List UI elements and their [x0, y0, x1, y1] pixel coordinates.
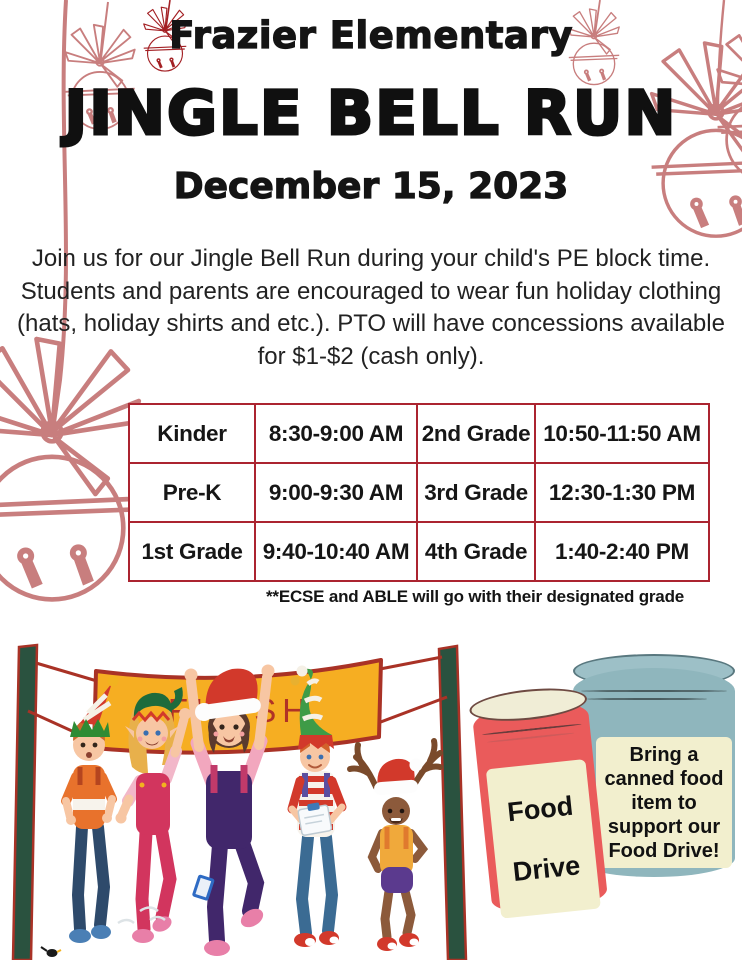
grade-cell: 3rd Grade	[416, 462, 536, 523]
book	[192, 874, 215, 901]
kid-elf-girl	[115, 687, 191, 943]
table-row: 1st Grade 9:40-10:40 AM 4th Grade 1:40-2…	[128, 521, 710, 582]
schedule-table: Kinder 8:30-9:00 AM 2nd Grade 10:50-11:5…	[128, 403, 710, 582]
kid-reindeer-boy	[347, 738, 443, 951]
time-cell: 9:00-9:30 AM	[254, 462, 418, 523]
table-row: Pre-K 9:00-9:30 AM 3rd Grade 12:30-1:30 …	[128, 462, 710, 523]
big-can-label: Bring a canned food item to support our …	[596, 737, 732, 868]
kid-clipboard-boy	[287, 665, 347, 947]
grade-cell: 4th Grade	[416, 521, 536, 582]
small-can: Food Drive	[467, 683, 609, 919]
intro-text: Join us for our Jingle Bell Run during y…	[17, 245, 725, 370]
grade-cell: Pre-K	[128, 462, 256, 523]
gate-post-right	[437, 644, 468, 960]
time-cell: 8:30-9:00 AM	[254, 403, 418, 464]
gate-post-left	[11, 643, 39, 960]
grade-cell: 1st Grade	[128, 521, 256, 582]
time-cell: 1:40-2:40 PM	[534, 521, 710, 582]
small-can-lid	[467, 683, 589, 726]
event-date: December 15, 2023	[173, 165, 569, 207]
school-name: Frazier Elementary	[169, 13, 573, 57]
food-drive-illustration: Bring a canned food item to support our …	[467, 638, 742, 960]
table-row: Kinder 8:30-9:00 AM 2nd Grade 10:50-11:5…	[128, 403, 710, 464]
time-cell: 10:50-11:50 AM	[534, 403, 710, 464]
clipboard	[297, 802, 333, 836]
bird-icon	[40, 946, 62, 957]
time-cell: 12:30-1:30 PM	[534, 462, 710, 523]
grade-cell: Kinder	[128, 403, 256, 464]
kid-santa-girl	[184, 664, 275, 956]
bell-sketch-left-large	[0, 339, 139, 599]
snow-marks	[117, 906, 166, 925]
schedule-footnote: **ECSE and ABLE will go with their desig…	[266, 587, 685, 606]
finish-line-illustration: FINISH	[11, 643, 468, 960]
small-can-label: Food Drive	[485, 759, 601, 919]
kid-elf-jester-boy	[61, 675, 119, 943]
big-can: Bring a canned food item to support our …	[573, 668, 735, 877]
grade-cell: 2nd Grade	[416, 403, 536, 464]
event-title: JINGLE BELL RUN	[63, 77, 678, 151]
antlers	[347, 738, 443, 790]
time-cell: 9:40-10:40 AM	[254, 521, 418, 582]
